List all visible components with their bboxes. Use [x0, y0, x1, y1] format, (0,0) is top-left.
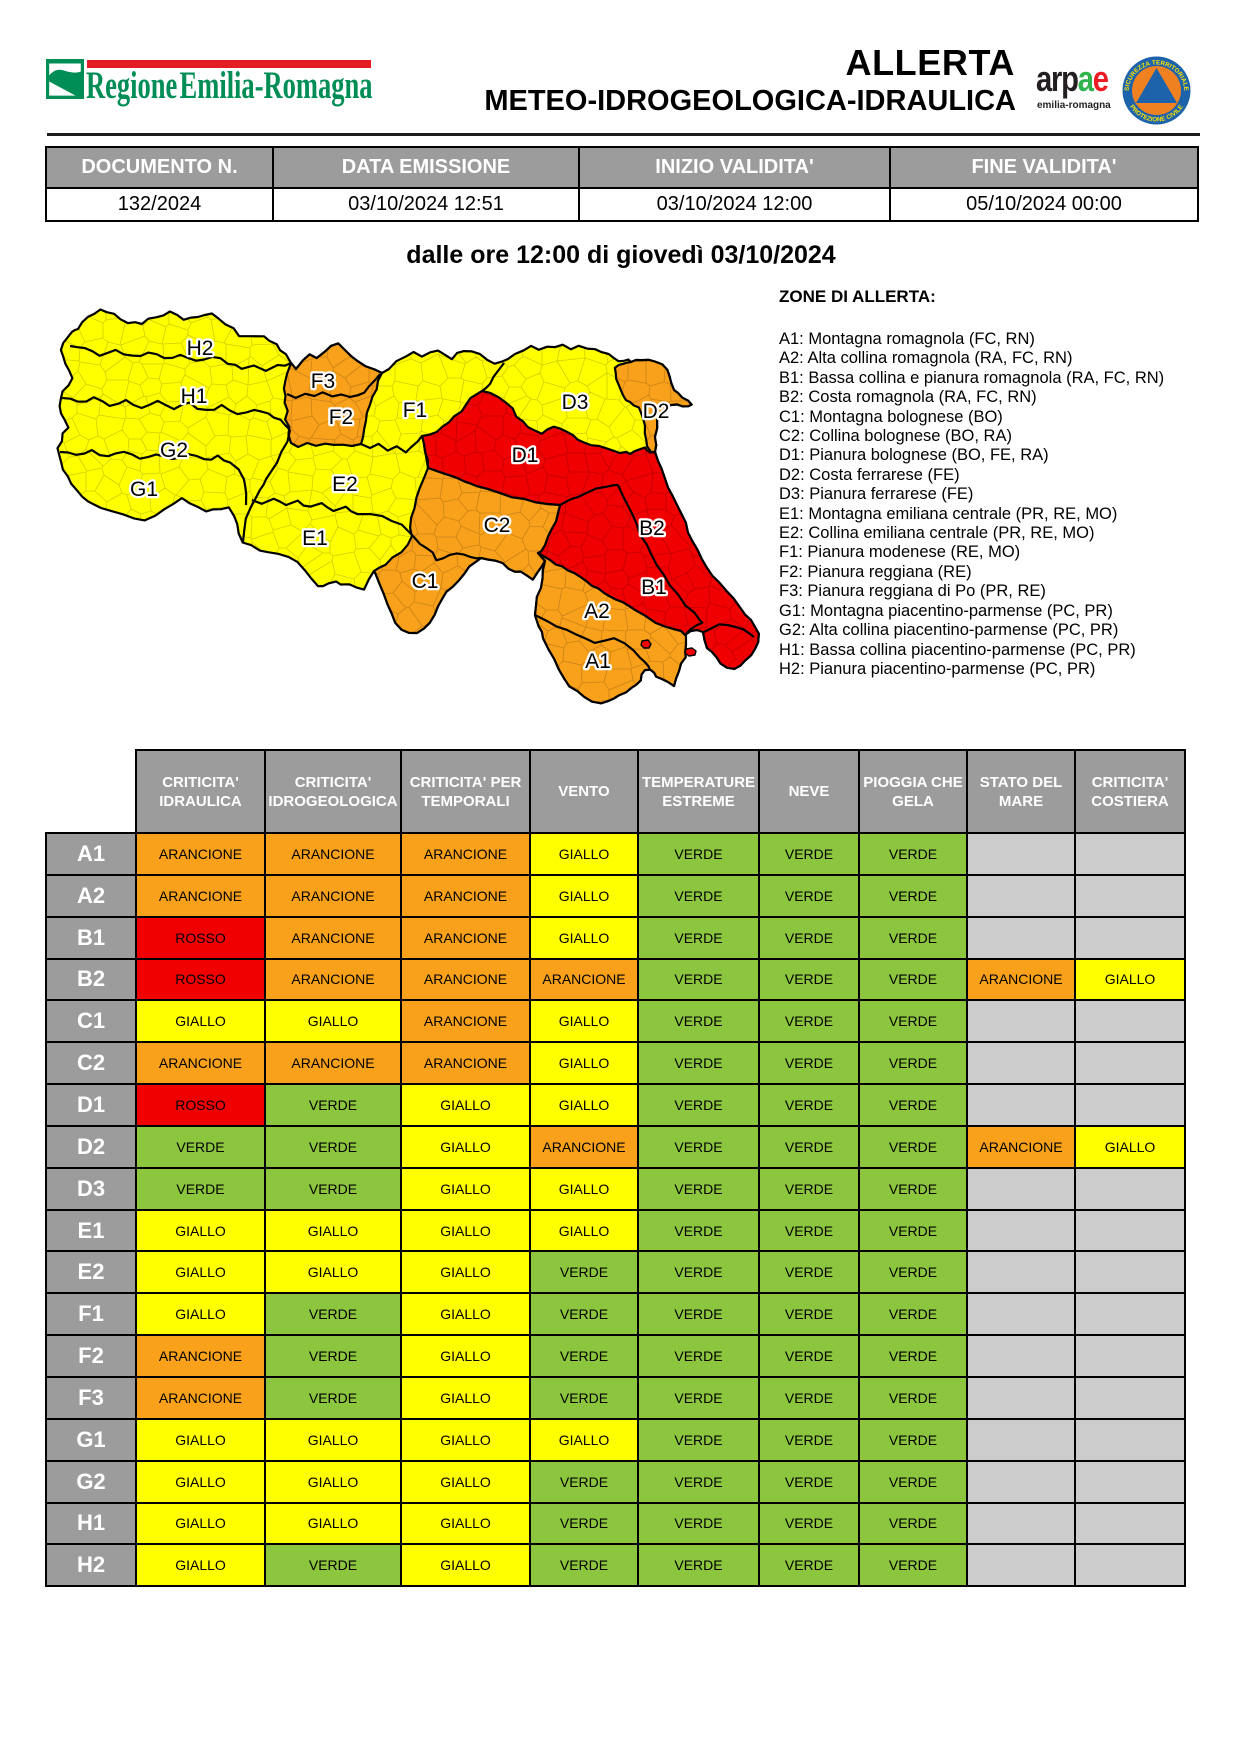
svg-text:B1: B1	[641, 576, 667, 599]
svg-text:H1: H1	[181, 385, 208, 408]
svg-text:C1: C1	[412, 570, 439, 593]
svg-text:G2: G2	[160, 439, 188, 462]
svg-text:E2: E2	[332, 473, 358, 496]
svg-text:F1: F1	[403, 399, 428, 422]
svg-text:G1: G1	[130, 478, 158, 501]
svg-text:H2: H2	[187, 337, 214, 360]
svg-text:B2: B2	[639, 517, 665, 540]
svg-text:F2: F2	[329, 406, 354, 429]
svg-text:D2: D2	[643, 400, 670, 423]
svg-text:A2: A2	[584, 600, 610, 623]
svg-text:D3: D3	[562, 391, 589, 414]
svg-text:E1: E1	[302, 527, 328, 550]
svg-text:F3: F3	[311, 370, 336, 393]
svg-text:C2: C2	[484, 514, 511, 537]
svg-text:D1: D1	[512, 444, 539, 467]
svg-text:A1: A1	[585, 650, 611, 673]
